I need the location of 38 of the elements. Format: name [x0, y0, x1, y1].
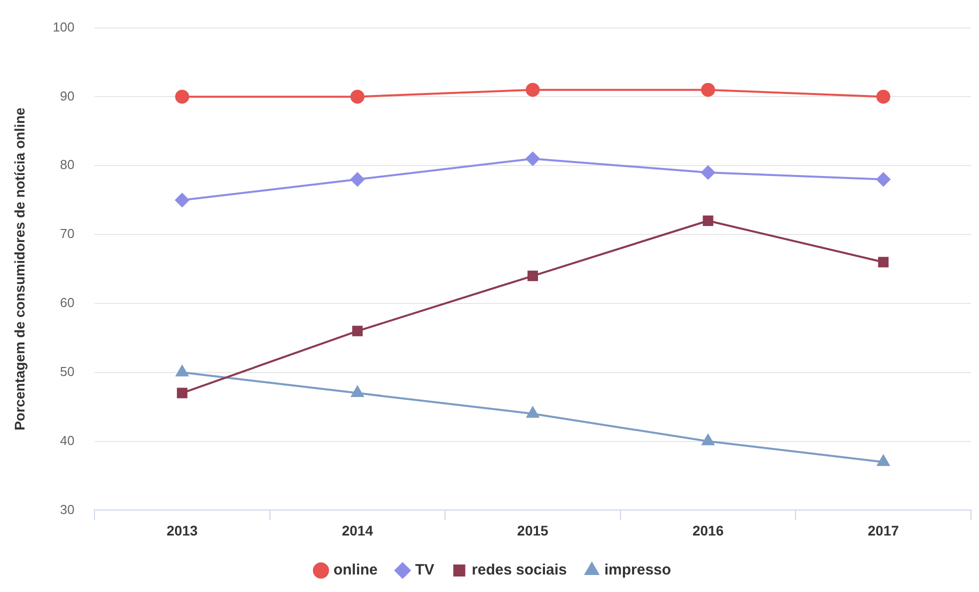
y-tick-label: 90 [60, 88, 74, 104]
legend-label: impresso [604, 562, 672, 579]
x-tick-label: 2017 [868, 522, 900, 538]
point [878, 256, 889, 268]
point [701, 82, 716, 97]
point [176, 365, 188, 376]
x-tick-label: 2014 [342, 522, 374, 538]
point [175, 193, 190, 208]
point [877, 454, 890, 466]
point [352, 326, 363, 336]
x-tick-label: 2015 [517, 522, 549, 538]
point [175, 90, 190, 104]
y-tick-label: 40 [60, 432, 74, 448]
point [526, 82, 540, 97]
y-tick-label: 60 [60, 295, 74, 310]
x-tick-label: 2016 [692, 522, 724, 538]
y-axis-title: Porcentagem de consumidores de notícia online [11, 107, 28, 430]
point [528, 270, 538, 282]
legend-label: online [333, 562, 378, 579]
point [876, 172, 890, 186]
point [526, 406, 539, 418]
x-tick-label: 2013 [166, 522, 198, 538]
point [702, 216, 714, 226]
y-tick-label: 100 [52, 19, 74, 34]
legend-label: redes sociais [472, 562, 567, 579]
point [526, 152, 540, 166]
point [702, 434, 714, 446]
point [350, 172, 364, 186]
y-tick-label: 50 [60, 364, 74, 379]
y-tick-label: 30 [60, 502, 74, 517]
legend-label: TV [415, 562, 434, 579]
point [876, 90, 890, 104]
point [350, 90, 364, 104]
y-tick-label: 80 [60, 157, 74, 172]
point [701, 166, 716, 180]
point [176, 388, 188, 398]
y-tick-label: 70 [60, 226, 74, 242]
point [351, 386, 364, 398]
